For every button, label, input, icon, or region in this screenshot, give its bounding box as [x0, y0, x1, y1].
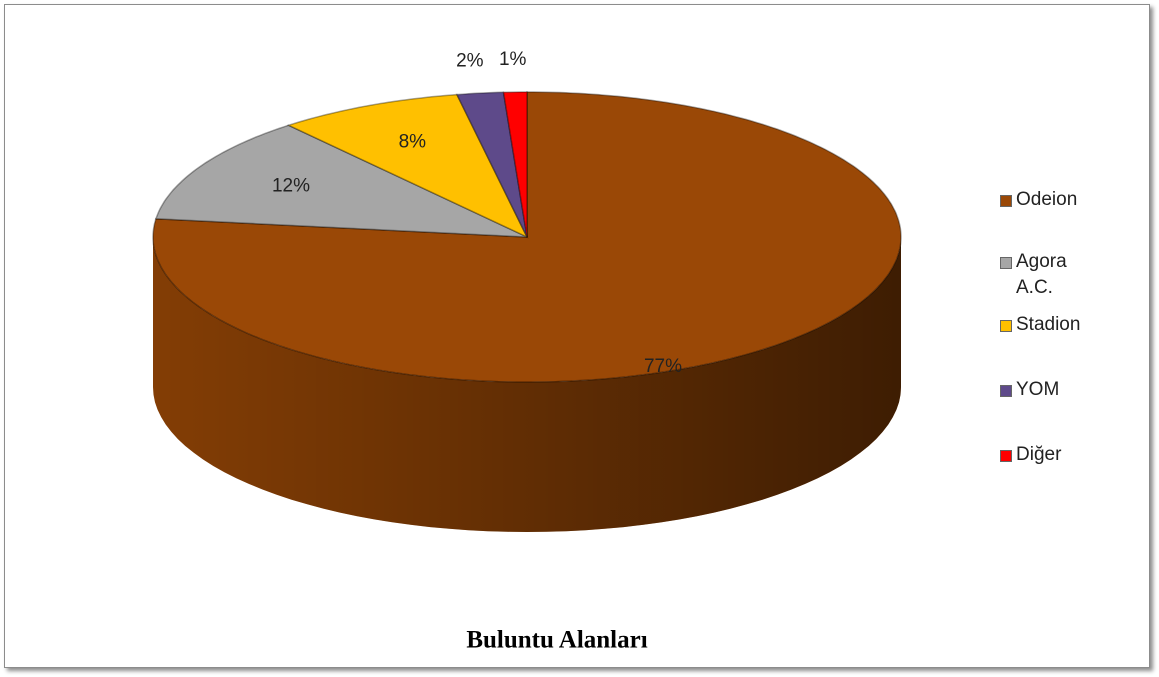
- legend-swatch: [1000, 320, 1012, 332]
- data-label: 1%: [499, 49, 527, 70]
- slice: [286, 93, 529, 239]
- data-label: 8%: [399, 132, 427, 153]
- legend-item: Diğer: [1000, 442, 1105, 468]
- slice: [502, 91, 528, 238]
- chart-title: Buluntu Alanları: [466, 627, 647, 654]
- legend-item: Stadion: [1000, 312, 1105, 338]
- legend-item: Agora A.C.: [1000, 249, 1105, 301]
- data-label: 2%: [456, 51, 484, 72]
- legend-label: Agora A.C.: [1016, 251, 1067, 298]
- slice: [154, 124, 528, 238]
- legend-swatch: [1000, 450, 1012, 462]
- data-label: 77%: [644, 356, 682, 377]
- legend-label: Diğer: [1016, 444, 1062, 465]
- slice-side-shade: [153, 237, 901, 532]
- legend-item: YOM: [1000, 377, 1105, 403]
- slice: [455, 91, 528, 238]
- legend-swatch: [1000, 385, 1012, 397]
- legend-item: Odeion: [1000, 187, 1105, 213]
- data-label: 12%: [272, 176, 310, 197]
- legend-label: YOM: [1016, 379, 1060, 400]
- legend-swatch: [1000, 257, 1012, 269]
- legend-label: Odeion: [1016, 189, 1078, 210]
- legend-swatch: [1000, 195, 1012, 207]
- legend-label: Stadion: [1016, 314, 1081, 335]
